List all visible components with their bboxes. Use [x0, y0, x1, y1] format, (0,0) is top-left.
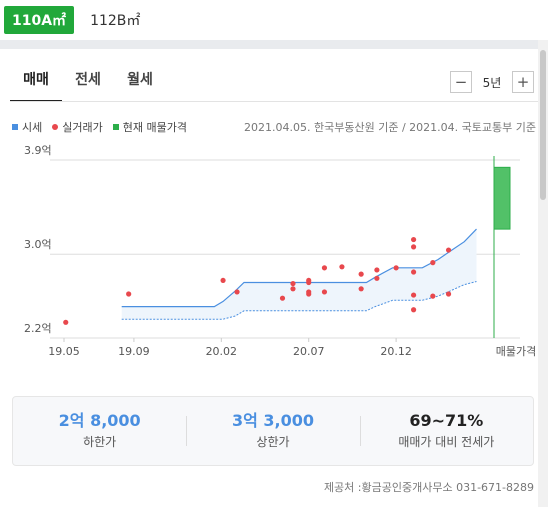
- transaction-point: [410, 244, 417, 250]
- tab-monthly-rent[interactable]: 월세: [127, 72, 153, 88]
- summary-value: 69~71%: [409, 411, 484, 430]
- transaction-point: [358, 286, 364, 292]
- transaction-point: [126, 291, 132, 297]
- legend-label: 현재 매물가격: [122, 121, 187, 134]
- transaction-point: [374, 267, 380, 273]
- area-tab-110a[interactable]: 110A㎡: [4, 6, 75, 34]
- transaction-point: [430, 293, 436, 299]
- summary-label: 매매가 대비 전세가: [398, 435, 495, 449]
- transaction-point: [321, 289, 328, 295]
- legend-item-listing-price: 현재 매물가격: [112, 119, 187, 135]
- summary-label: 상한가: [256, 435, 290, 449]
- minus-icon: −: [454, 73, 468, 91]
- data-source-note: 2021.04.05. 한국부동산원 기준 / 2021.04. 국토교통부 기…: [244, 121, 536, 134]
- x-tick-label: 19.09: [118, 345, 150, 358]
- tab-divider: [10, 101, 538, 102]
- transaction-point: [306, 279, 312, 286]
- tab-jeonse[interactable]: 전세: [75, 72, 101, 88]
- y-tick-label: 2.2억: [24, 322, 52, 335]
- transaction-point: [410, 269, 417, 275]
- summary-value: 3억 3,000: [231, 411, 315, 430]
- period-decrease-button[interactable]: −: [450, 71, 472, 93]
- transaction-point: [306, 291, 312, 297]
- transaction-point: [410, 292, 417, 298]
- period-stepper: − 5년 +: [450, 71, 534, 93]
- period-increase-button[interactable]: +: [512, 71, 534, 93]
- y-tick-label: 3.0억: [24, 238, 52, 251]
- transaction-point: [290, 280, 296, 287]
- x-tick-label: 20.12: [380, 345, 412, 358]
- scrollbar-track[interactable]: [538, 40, 548, 507]
- transaction-point: [220, 277, 226, 284]
- market-price-band: [121, 229, 477, 320]
- summary-lower-price: 2억 8,000 하한가: [13, 410, 186, 452]
- transaction-point: [410, 307, 417, 313]
- x-tick-label: 19.05: [48, 345, 80, 358]
- transaction-point: [279, 295, 286, 301]
- listing-price-range-bar: [493, 166, 511, 230]
- legend-square-icon: [12, 124, 18, 130]
- legend-dot-icon: [52, 124, 59, 130]
- x-tick-label-listing: 매물가격: [496, 345, 536, 358]
- legend-item-market-price: 시세: [12, 119, 42, 135]
- transaction-point: [430, 260, 436, 266]
- period-value: 5년: [482, 75, 502, 90]
- transaction-point: [234, 289, 240, 295]
- summary-value: 2억 8,000: [58, 411, 141, 430]
- transaction-point: [393, 265, 399, 271]
- transaction-point: [358, 271, 364, 277]
- summary-label: 하한가: [83, 435, 117, 449]
- legend-label: 시세: [22, 121, 43, 134]
- deal-type-tabs: 매매 전세 월세: [10, 62, 166, 102]
- transaction-point: [339, 264, 345, 270]
- x-tick-label: 20.02: [206, 345, 238, 358]
- provider-info: 제공처 :황금공인중개사무소 031-671-8289: [323, 481, 534, 494]
- price-trend-chart: 3.9억 3.0억 2.2억 19.05 19.09 20.02 20.07 20.12 매물가…: [24, 144, 536, 358]
- transaction-point: [63, 319, 69, 325]
- legend-label: 실거래가: [62, 121, 103, 134]
- transaction-point: [410, 236, 417, 243]
- price-summary: 2억 8,000 하한가 3억 3,000 상한가 69~71% 매매가 대비 …: [12, 396, 534, 466]
- area-tab-bar: 110A㎡ 112B㎡: [0, 0, 548, 40]
- transaction-point: [445, 291, 452, 297]
- market-price-lower-line: [121, 281, 477, 320]
- summary-jeonse-ratio: 69~71% 매매가 대비 전세가: [359, 410, 533, 452]
- legend-item-actual-deal: 실거래가: [52, 119, 103, 135]
- area-tab-112b[interactable]: 112B㎡: [90, 13, 141, 29]
- scrollbar-thumb[interactable]: [540, 50, 546, 200]
- summary-upper-price: 3억 3,000 상한가: [186, 410, 359, 452]
- x-tick-label: 20.07: [293, 345, 325, 358]
- legend-square-icon: [112, 124, 119, 130]
- tab-sale[interactable]: 매매: [10, 62, 62, 102]
- transaction-point: [290, 286, 296, 292]
- transaction-point: [321, 265, 328, 271]
- chart-legend: 시세 실거래가 현재 매물가격: [12, 119, 197, 135]
- plus-icon: +: [516, 73, 530, 91]
- transaction-point: [445, 247, 452, 253]
- transaction-point: [374, 275, 380, 281]
- section-divider: [0, 40, 548, 49]
- y-tick-label: 3.9억: [24, 144, 52, 157]
